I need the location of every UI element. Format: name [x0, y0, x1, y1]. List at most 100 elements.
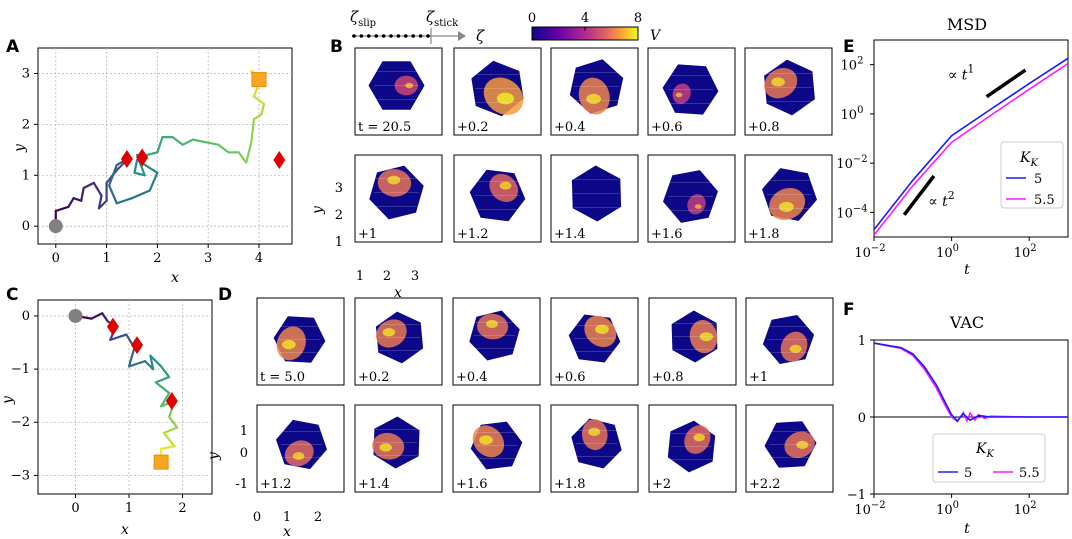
panel-c-start-marker — [68, 308, 83, 323]
panel-d-xlabel: x — [283, 524, 291, 539]
panel-a-ytick-label: 1 — [22, 168, 30, 183]
panel-d-time-label: t = 5.0 — [260, 370, 305, 385]
panel-f-legend-label: 5.5 — [1019, 466, 1040, 481]
panel-d-flake-hotspot — [479, 435, 493, 445]
panel-b-time-label: +0.6 — [651, 120, 683, 135]
zeta-dot — [411, 34, 416, 38]
panel-e-ytick-exp: 0 — [857, 105, 863, 116]
panel-e-ytick-label: 10−2 — [836, 154, 867, 172]
panel-d-cell: +2.2 — [745, 404, 834, 493]
panel-d-flake-hotspot — [595, 324, 609, 335]
panel-e-xtick-label: 10−2 — [854, 243, 885, 261]
panel-f-title: VAC — [949, 313, 984, 332]
panel-e-legend-label: 5.5 — [1034, 193, 1055, 208]
panel-f-legend-box — [932, 433, 1046, 483]
panel-c-path-segment — [127, 360, 147, 368]
colorbar-tick-4: 4 — [581, 11, 589, 26]
panel-b-flake-hotspot — [387, 175, 401, 185]
panel-a-frame — [37, 47, 293, 245]
panel-b-cell: +0.2 — [453, 47, 542, 136]
panel-d-snapshots: t = 5.0 +0.2 +0.4 +0.6 +0.8 +1 +1.2 +1.4 +1.6 +1.… — [256, 297, 834, 493]
panel-e-guide-t1 — [985, 68, 1027, 99]
panel-d-time-label: +2 — [652, 477, 671, 492]
panel-a-path-segment — [92, 181, 103, 197]
panel-b-flake-hotspot — [694, 204, 702, 209]
panel-b-xtick-2: 2 — [383, 269, 391, 284]
panel-f-series-5-5 — [873, 342, 1068, 423]
panel-d-time-label: +1.4 — [358, 477, 390, 492]
panel-c-path-segment — [109, 333, 128, 341]
panel-d-time-label: +1.8 — [554, 477, 586, 492]
panel-a-ytick-label: 0 — [22, 219, 30, 234]
panel-d-cell: +1.4 — [354, 404, 443, 493]
panel-c-path-segment — [160, 365, 171, 379]
panel-d-flake-hotspot — [486, 319, 499, 329]
panel-d-cell: +0.2 — [354, 297, 443, 386]
panel-d-cell: +1.8 — [550, 404, 639, 493]
panel-c-path-segment — [154, 375, 171, 384]
zeta-dot — [367, 34, 371, 38]
panel-a-path-segment — [97, 194, 103, 210]
panel-b-cell: +1.8 — [744, 154, 833, 243]
panel-a-ylabel: y — [12, 143, 28, 153]
panel-d-time-label: +0.6 — [554, 370, 586, 385]
panel-c-path-segment — [162, 431, 176, 448]
panel-d-flake-hotspot — [699, 332, 713, 342]
panel-b-ylabel: y — [310, 205, 326, 215]
panel-c-ytick-label: −1 — [11, 362, 30, 377]
panel-c-path-segment — [90, 312, 104, 320]
panel-d-ylabel: y — [206, 451, 222, 461]
panel-f-ytick-label: 1 — [858, 334, 866, 349]
panel-c-path-segment — [160, 391, 171, 408]
panel-a-ytick-label: 2 — [22, 117, 30, 132]
panel-e-xlabel: t — [964, 262, 970, 278]
panel-e-guide-t2 — [902, 174, 936, 216]
panel-d-flake-hotspot — [382, 327, 396, 337]
panel-c-content: 0 1 2 0 −1 −2 −3 — [11, 300, 212, 516]
panel-a-path-segment — [97, 199, 108, 210]
panel-d-ytick-1: 1 — [240, 424, 248, 439]
zeta-dot — [426, 34, 430, 38]
panel-f-legend: KK5 5.5 — [932, 433, 1046, 483]
panel-a-path-segment — [108, 163, 118, 187]
panel-b-cell: +0.4 — [550, 47, 639, 136]
panel-c-path-segment — [149, 354, 163, 368]
panel-e-annotation: ∝ t2 — [928, 189, 955, 210]
panel-b-flake-body — [663, 170, 718, 223]
panel-d-cell: +1.2 — [256, 404, 345, 493]
panel-a-path-segment — [80, 186, 85, 202]
panel-d-cell: +2 — [648, 404, 737, 493]
zeta-dot — [352, 34, 356, 38]
panel-b-time-label: +1 — [358, 227, 377, 242]
panel-a-path-segment — [217, 143, 230, 154]
panel-f-xtick-label: 100 — [936, 500, 959, 518]
zeta-dot — [389, 34, 393, 38]
panel-a-path-segment — [181, 138, 195, 146]
panel-c-path-segment — [127, 346, 136, 368]
panel-a-xtick-label: 1 — [102, 251, 110, 266]
panel-d-ytick-m1: -1 — [235, 477, 248, 492]
panel-e-xtick-label: 100 — [936, 243, 959, 261]
panel-a-path-segment — [130, 189, 151, 200]
panel-d-time-label: +0.8 — [652, 370, 684, 385]
panel-c-frame — [37, 299, 213, 495]
panel-label-d: D — [218, 285, 232, 305]
panel-a-path-segment — [133, 171, 146, 177]
panel-a-path-segment — [146, 151, 159, 157]
zeta-stick-sub: stick — [434, 18, 459, 29]
panel-f-series-5 — [873, 342, 1068, 423]
colorbar-tick-0: 0 — [528, 11, 536, 26]
panel-b-xtick-1: 1 — [356, 269, 364, 284]
panel-b-zeta-indicator: ζslip ζstick ζ — [350, 8, 485, 45]
panel-f-xlabel: t — [964, 521, 970, 537]
panel-c-path-segment — [162, 426, 179, 434]
panel-e-ytick-exp: 2 — [857, 56, 863, 67]
panel-c-stick-event — [165, 391, 178, 410]
panel-a-xtick-label: 3 — [204, 251, 212, 266]
zeta-dot — [374, 34, 379, 38]
panel-label-a: A — [6, 37, 20, 57]
panel-c-stick-event — [131, 336, 144, 355]
panel-c-stick-event — [106, 317, 119, 336]
panel-f-ytick-label: 0 — [858, 411, 866, 426]
panel-b-flake-heat — [687, 194, 706, 215]
